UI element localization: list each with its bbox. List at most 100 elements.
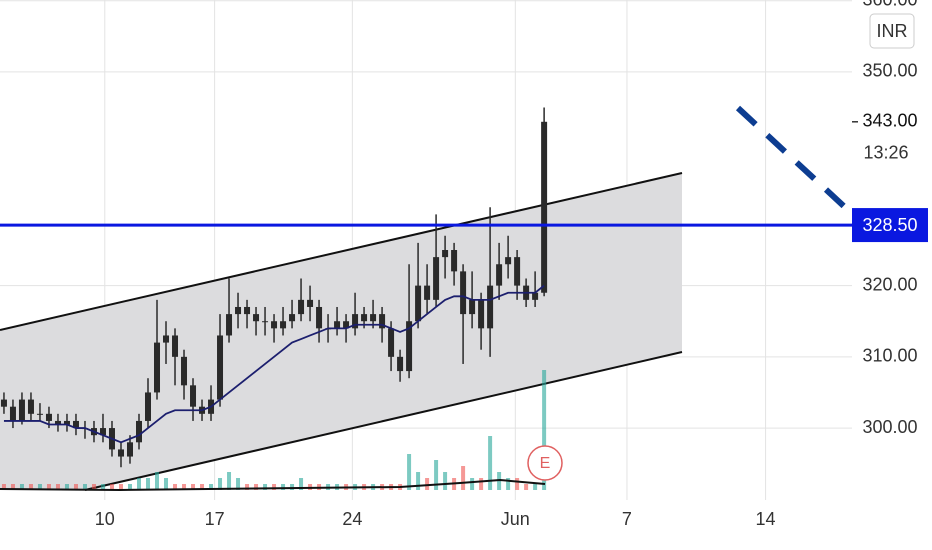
candle-body — [271, 321, 278, 329]
candle-body — [541, 121, 548, 293]
candle-body — [172, 335, 179, 357]
volume-bar — [164, 478, 169, 490]
currency-box — [869, 13, 915, 49]
candle-body — [289, 314, 296, 322]
candle-body — [505, 257, 512, 265]
channel-upper — [0, 172, 683, 331]
volume-bar — [416, 472, 421, 490]
y-tick-label: 360.00 — [862, 0, 917, 9]
candle-body — [253, 314, 260, 322]
volume-bar — [55, 484, 60, 490]
candle-body — [0, 399, 7, 407]
candle-body — [532, 292, 539, 300]
volume-bar — [173, 484, 178, 490]
candle-body — [307, 299, 314, 307]
candle-body — [72, 420, 79, 429]
candle-body — [45, 413, 52, 421]
x-tick-label: 17 — [205, 509, 225, 529]
volume-bar — [254, 484, 259, 490]
candle-body — [406, 321, 413, 372]
candle-body — [27, 399, 34, 414]
price-axis: 300.00 310.00 320.00 350.00 360.00 10 17 24 Jun 7… — [95, 0, 918, 529]
candle-body — [190, 385, 197, 407]
candle-body — [397, 356, 404, 372]
candle-body — [217, 335, 224, 400]
volume-bar — [109, 484, 114, 490]
volume-bar — [127, 484, 132, 490]
candle-body — [145, 392, 152, 421]
volume-bar — [425, 478, 430, 490]
candle-body — [18, 399, 25, 421]
candle-body — [235, 306, 242, 315]
candle-body — [343, 321, 350, 329]
candle-body — [36, 413, 43, 415]
y-tick-label: 300.00 — [862, 417, 917, 437]
volume-bar — [46, 484, 51, 490]
candle-body — [379, 314, 386, 329]
volume-bar — [407, 454, 412, 490]
volume-bar — [236, 478, 241, 490]
candle-body — [316, 306, 323, 329]
candle-body — [514, 257, 521, 286]
volume-bar — [281, 484, 286, 490]
volume-bar — [209, 484, 214, 490]
volume-bar — [470, 478, 475, 490]
candle-body — [496, 264, 503, 286]
candle-body — [469, 299, 476, 315]
volume-bar — [91, 484, 96, 490]
candle-body — [135, 420, 142, 443]
candle-body — [370, 314, 377, 322]
candle-body — [226, 314, 233, 336]
candle-body — [451, 250, 458, 272]
x-tick-label: 24 — [342, 509, 362, 529]
volume-bar — [434, 460, 439, 490]
x-tick-label: 7 — [622, 509, 632, 529]
volume-bar — [64, 484, 69, 490]
candle-body — [361, 314, 368, 322]
candle-body — [163, 335, 170, 343]
y-tick-label: 320.00 — [862, 274, 917, 294]
volume-bar — [146, 478, 151, 490]
volume-bar — [191, 484, 196, 490]
candle-body — [478, 299, 485, 329]
volume-bar — [227, 472, 232, 490]
volume-bar — [19, 484, 24, 490]
volume-bar — [10, 484, 15, 490]
volume-bar — [488, 436, 493, 490]
candle-body — [487, 285, 494, 329]
hline-label: 328.50 — [862, 215, 917, 235]
candle-body — [9, 406, 16, 421]
y-tick-label: 310.00 — [862, 346, 917, 366]
candle-body — [388, 328, 395, 357]
volume-bar — [272, 484, 277, 490]
candle-body — [117, 449, 124, 457]
volume-bar — [37, 484, 42, 490]
candle-body — [460, 271, 467, 315]
volume-bar — [28, 484, 33, 490]
volume-bar — [1, 484, 6, 490]
candle-body — [433, 257, 440, 300]
channel-fill — [0, 173, 682, 490]
volume-bar — [506, 478, 511, 490]
volume-average — [0, 478, 546, 492]
earnings-label[interactable]: E — [540, 455, 551, 472]
trend-arrow — [735, 105, 851, 213]
volume-bar — [245, 484, 250, 490]
moving-average — [3, 284, 545, 444]
volume-bar — [443, 472, 448, 490]
candle-body — [244, 306, 251, 315]
countdown: 13:26 — [863, 143, 908, 163]
candles — [0, 107, 548, 468]
volume-bar — [542, 370, 547, 490]
volume-bar — [136, 478, 141, 490]
earnings-badge[interactable] — [527, 445, 563, 481]
volume-bar — [515, 478, 520, 490]
volume-bar — [218, 478, 223, 490]
x-tick-label: 10 — [95, 509, 115, 529]
candle-body — [415, 285, 422, 322]
volume-bar — [263, 484, 268, 490]
candle-body — [54, 420, 61, 425]
volume-bar — [461, 466, 466, 490]
candle-body — [262, 321, 269, 323]
volume-bar — [479, 478, 484, 490]
